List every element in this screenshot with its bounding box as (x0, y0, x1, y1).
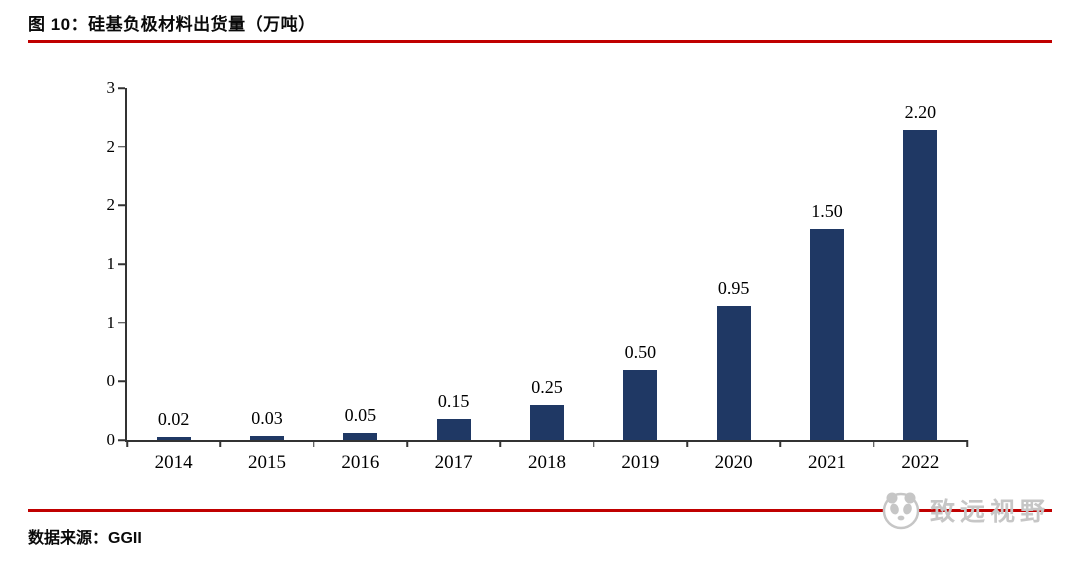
bar-value-label: 0.15 (437, 390, 470, 411)
bar (250, 435, 284, 440)
x-tick-mark (966, 440, 968, 447)
data-source: 数据来源：GGII (28, 530, 142, 547)
x-tick-mark (126, 440, 128, 447)
x-axis-label: 2014 (154, 452, 193, 473)
x-axis-label: 2017 (434, 452, 473, 473)
bar-value-label: 1.50 (811, 200, 843, 221)
bar-value-label: 2.20 (904, 102, 937, 123)
x-tick-mark (779, 440, 782, 447)
plot-area: 3 2 2 1 1 0 0 0.02 2014 0.03 2015 0.05 2016 0.15 2017 0… (107, 78, 968, 473)
bar (436, 418, 471, 440)
x-tick-mark (872, 440, 875, 447)
brand-logo: 致远视野 (880, 489, 1050, 531)
bar-value-label: 0.02 (157, 409, 190, 430)
bar-value-label: 0.95 (717, 278, 750, 299)
x-tick-mark (312, 440, 315, 447)
x-tick-mark (686, 440, 688, 447)
x-axis-label: 2018 (528, 452, 566, 473)
bar-value-label: 0.05 (344, 404, 377, 425)
x-axis-label: 2021 (808, 452, 846, 473)
bar (903, 130, 938, 440)
bar-value-label: 0.03 (251, 407, 283, 428)
y-tick-label: 2 (106, 136, 116, 156)
y-tick-mark (118, 380, 125, 383)
x-tick-mark (499, 440, 502, 447)
panda-icon (880, 489, 922, 531)
y-tick-label: 1 (106, 254, 116, 273)
x-tick-mark (592, 440, 595, 447)
bar-value-label: 0.25 (531, 376, 563, 397)
top-divider (28, 40, 1052, 43)
y-tick-label: 0 (106, 371, 116, 391)
bar (530, 404, 564, 440)
x-tick-mark (219, 440, 222, 447)
y-tick-mark (118, 87, 125, 89)
y-tick-label: 3 (106, 78, 116, 97)
bar (343, 432, 378, 440)
brand-name: 致远视野 (929, 498, 1050, 526)
figure-title: 图 10：硅基负极材料出货量（万吨） (28, 15, 316, 34)
x-axis-label: 2020 (714, 452, 753, 473)
y-tick-label: 2 (106, 195, 116, 215)
y-tick-mark (118, 204, 125, 207)
bar (716, 306, 751, 440)
bar-value-label: 0.50 (624, 341, 657, 362)
bottom-divider (28, 509, 1052, 512)
x-tick-mark (406, 440, 408, 447)
y-tick-mark (118, 439, 125, 441)
bar (623, 369, 658, 440)
y-tick-mark (118, 321, 125, 324)
y-tick-label: 0 (106, 430, 116, 449)
x-axis-label: 2015 (248, 452, 286, 473)
x-axis-label: 2016 (341, 452, 380, 473)
bar (156, 437, 191, 440)
y-tick-label: 1 (106, 312, 116, 332)
y-tick-mark (118, 145, 125, 148)
y-tick-mark (118, 263, 125, 265)
x-axis-label: 2022 (901, 452, 940, 473)
bar (810, 228, 844, 440)
x-axis-label: 2019 (621, 452, 660, 473)
